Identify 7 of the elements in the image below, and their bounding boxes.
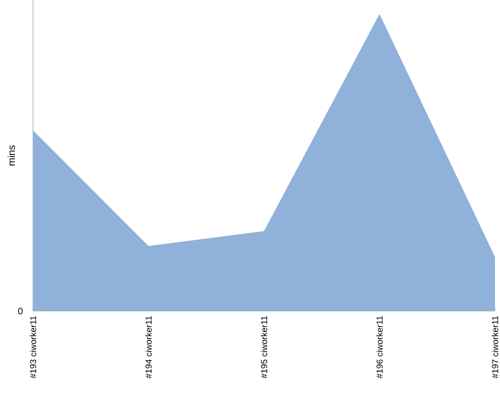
text: 0 (18, 308, 23, 314)
x-tick-label: #197 ciworker11 (492, 316, 498, 378)
x-tick-label: #194 ciworker11 (145, 316, 152, 378)
x-tick-label: #195 ciworker11 (260, 316, 268, 378)
y-axis-title: mins (8, 145, 15, 166)
x-tick-label: #196 ciworker11 (376, 316, 383, 378)
x-tick-label: #193 ciworker11 (30, 316, 36, 378)
